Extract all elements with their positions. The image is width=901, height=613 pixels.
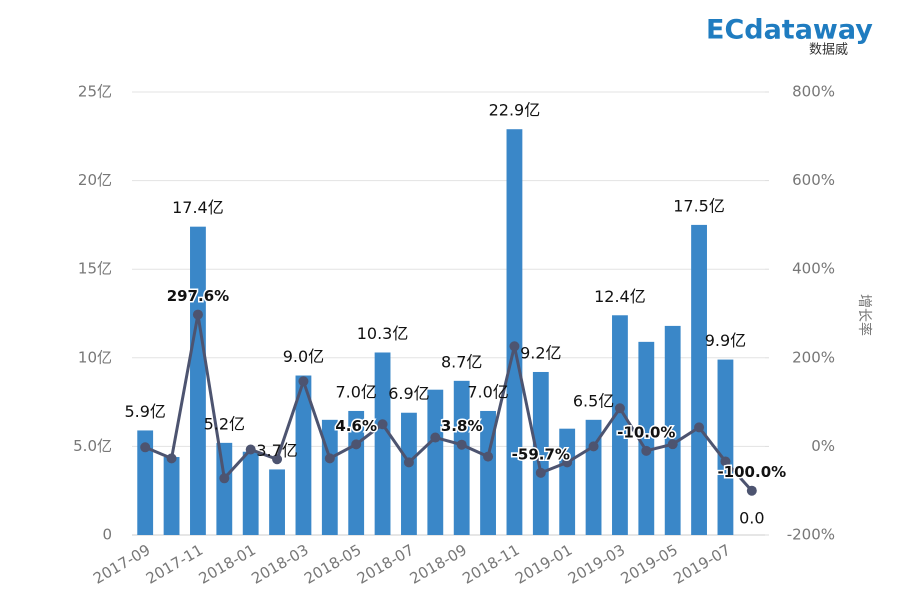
line-point [720,456,731,467]
bar-value-label: 5.2亿 [204,414,245,433]
x-tick-label: 2018-09 [407,541,470,588]
bar-value-label: 5.9亿 [124,402,165,421]
y2-tick-label: -200% [787,526,835,544]
x-tick-label: 2018-01 [196,541,259,588]
line-point [456,439,467,450]
bar-value-label: 6.5亿 [573,391,614,410]
y2-tick-label: 200% [792,348,835,366]
bar [321,419,338,535]
bar-value-label: 3.7亿 [256,441,297,460]
line-point [614,403,625,414]
bar-value-label: 12.4亿 [594,287,646,306]
line-point [245,444,256,455]
logo-brand: ECdataway [706,15,873,46]
x-tick-label: 2019-03 [565,541,628,588]
bar [453,380,470,535]
bar [532,371,549,535]
bar-value-label: 6.9亿 [388,384,429,403]
line-point [219,473,230,484]
logo-sub: 数据威 [809,43,848,58]
y2-tick-label: 600% [792,171,835,189]
y2-axis-label: 增长率 [856,294,873,336]
bar [559,428,576,535]
line [144,314,753,492]
bar-value-label: 22.9亿 [489,101,541,120]
line-value-label: -10.0% [617,423,675,441]
y2-tick-label: 400% [792,260,835,278]
line-value-label: 297.6% [167,287,229,305]
line-point [694,422,705,433]
x-tick-label: 2019-01 [512,541,575,588]
line-point [298,376,309,387]
bar [163,457,180,535]
bar [374,352,391,535]
line-point [641,445,652,456]
line-point [403,457,414,468]
x-tick-label: 2018-05 [301,541,364,588]
bar [269,469,285,535]
x-tick-label: 2017-09 [90,541,153,588]
x-tick-label: 2017-11 [143,541,206,588]
line-point [377,419,388,430]
line-value-label: -100.0% [717,463,786,481]
bar [295,375,312,535]
x-tick-label: 2019-07 [670,541,733,588]
bar-value-label: 9.2亿 [520,343,561,362]
bar-value-label: 10.3亿 [357,324,409,343]
bar-value-label: 17.4亿 [172,198,224,217]
line-point [140,442,151,453]
bar-value-label: 8.7亿 [441,352,482,371]
line-value-label: 3.8% [441,417,483,435]
x-tick-label: 2019-05 [618,541,681,588]
y-tick-label: 20亿 [78,171,112,189]
line-point [588,441,599,452]
line-point [746,485,757,496]
bar [242,451,259,535]
bar-value-label: 9.9亿 [705,331,746,350]
line-point [351,439,362,450]
line-point [166,453,177,464]
line-point [324,453,335,464]
line-point [272,454,283,465]
line-value-label: -59.7% [512,445,570,463]
line-point [483,451,494,462]
bar [638,341,655,535]
line-point [430,432,441,443]
bar-value-label: 7.0亿 [467,382,508,401]
bar-value-label: 17.5亿 [673,196,725,215]
x-tick-label: 2018-07 [354,541,417,588]
bar [691,224,707,535]
bar [401,412,417,535]
y2-tick-label: 800% [792,83,835,101]
x-tick-label: 2018-03 [248,541,311,588]
y-tick-label: 10亿 [78,348,112,366]
y-tick-label: 0 [102,526,112,544]
y-tick-label: 5.0亿 [73,437,112,455]
bar [137,430,154,535]
bar [190,226,206,535]
line-point [535,467,546,478]
bar [506,129,523,535]
x-tick-label: 2018-11 [459,541,522,588]
bar [216,442,233,535]
y-tick-label: 25亿 [78,83,112,101]
bar-value-label: 9.0亿 [283,347,324,366]
line-point [562,457,573,468]
bar-value-label: 7.0亿 [335,382,376,401]
line-point [192,309,203,320]
y2-tick-label: 0% [811,437,835,455]
bar [612,315,628,535]
bar-value-label: 0.0 [739,509,764,528]
line-point [509,341,520,352]
bar [664,325,681,535]
line-point [667,439,678,450]
line-value-label: 4.6% [335,417,377,435]
bar [427,389,444,535]
bar [717,359,734,535]
y-tick-label: 15亿 [78,260,112,278]
